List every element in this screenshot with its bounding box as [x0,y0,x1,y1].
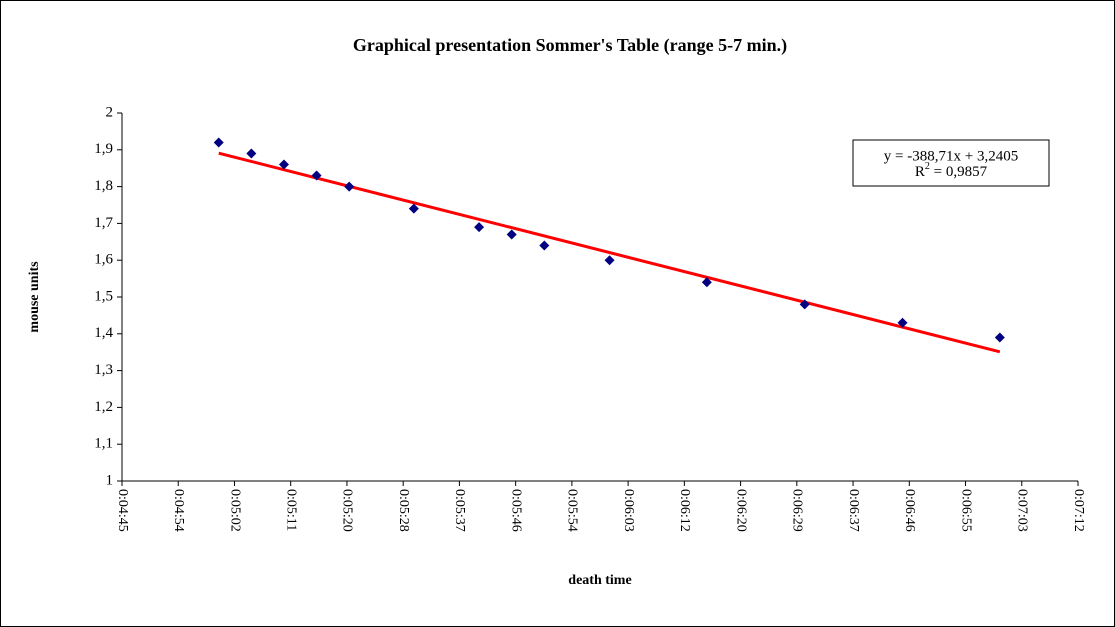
y-tick-label: 2 [106,104,114,120]
data-point [213,137,224,148]
y-tick-label: 1,7 [94,215,113,231]
x-tick-label: 0:05:02 [227,489,242,532]
x-tick-label: 0:06:55 [958,489,973,532]
x-tick-label: 0:06:03 [621,489,636,532]
data-point [897,317,908,328]
x-tick-label: 0:06:29 [790,489,805,532]
y-tick-label: 1,4 [94,325,113,341]
data-point [474,222,485,233]
r-squared: R2 = 0,9857 [915,161,988,180]
y-tick-label: 1,6 [94,252,113,268]
y-tick-label: 1,2 [94,399,113,415]
data-point [799,299,810,310]
x-tick-label: 0:06:37 [846,489,861,532]
y-tick-label: 1,8 [94,178,113,194]
x-tick-label: 0:04:54 [171,489,186,532]
y-tick-label: 1,1 [94,436,113,452]
x-tick-label: 0:07:12 [1071,489,1086,532]
x-tick-label: 0:05:11 [283,489,298,531]
x-tick-label: 0:05:54 [565,489,580,532]
x-tick-label: 0:05:20 [340,489,355,532]
y-tick-label: 1,9 [94,141,113,157]
y-tick-label: 1 [106,472,114,488]
x-tick-label: 0:05:37 [452,489,467,532]
y-tick-label: 1,3 [94,362,113,378]
r2-value: = 0,9857 [930,164,988,180]
data-point [246,148,257,159]
data-point [311,170,322,181]
data-point [344,181,355,192]
data-point [539,240,550,251]
y-axis-label: mouse units [27,261,42,333]
data-point [278,159,289,170]
trend-equation: y = -388,71x + 3,2405 [884,148,1018,164]
x-tick-label: 0:05:28 [396,489,411,532]
data-point [604,255,615,266]
x-tick-label: 0:05:46 [508,489,523,532]
x-tick-label: 0:04:45 [115,489,130,532]
data-point [994,332,1005,343]
r2-prefix: R [915,164,925,180]
x-tick-label: 0:06:20 [733,489,748,532]
data-point [408,203,419,214]
x-tick-label: 0:06:12 [677,489,692,532]
x-tick-label: 0:07:03 [1015,489,1030,532]
equation-box [852,139,1050,187]
chart-title: Graphical presentation Sommer's Table (r… [353,35,787,56]
data-point [506,229,517,240]
x-axis-label: death time [568,573,631,588]
y-tick-label: 1,5 [94,288,113,304]
r2-sup: 2 [925,161,930,172]
x-tick-label: 0:06:46 [902,489,917,532]
data-point [701,277,712,288]
